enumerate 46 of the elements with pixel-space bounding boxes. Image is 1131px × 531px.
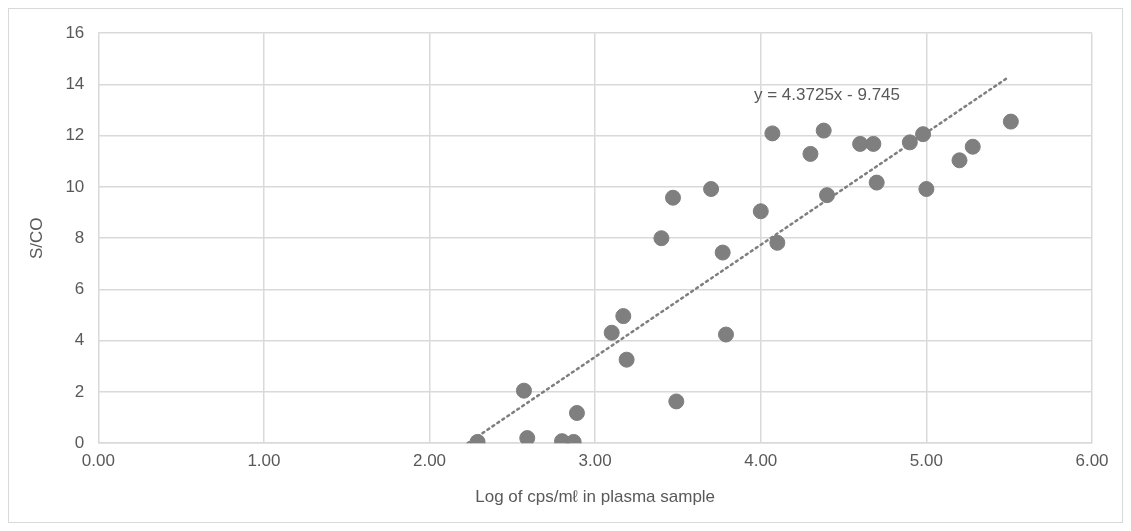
point (1002, 113, 1019, 130)
y-tick-label: 16 (65, 22, 85, 42)
x-axis-title: Log of cps/mℓ in plasma sample (475, 487, 716, 507)
y-tick-label: 10 (65, 176, 85, 196)
point (865, 135, 882, 152)
x-tick-label: 2.00 (412, 451, 447, 471)
point (664, 189, 681, 206)
y-tick-label: 14 (65, 74, 85, 94)
point (752, 203, 769, 220)
point (819, 187, 836, 204)
y-tick-label: 2 (74, 381, 85, 401)
annotation: y = 4.3725x - 9.745 (753, 84, 901, 104)
point (868, 174, 885, 191)
y-tick-label: 8 (74, 227, 85, 247)
point (918, 181, 935, 197)
point (901, 134, 918, 151)
x-tick-label: 6.00 (1075, 451, 1109, 471)
point (703, 181, 720, 197)
point (802, 145, 819, 162)
point (764, 125, 781, 142)
y-axis-title: S/CO (26, 217, 46, 259)
x-tick-label: 4.00 (744, 451, 778, 471)
point (951, 152, 968, 169)
y-tick-label: 6 (74, 279, 85, 299)
x-tick-label: 5.00 (909, 451, 943, 471)
point (653, 230, 670, 247)
point (618, 351, 635, 368)
point (769, 234, 786, 251)
point (964, 138, 981, 155)
point (515, 382, 532, 399)
y-tick-label: 4 (74, 330, 85, 350)
point (852, 135, 869, 152)
point (714, 244, 731, 261)
point (668, 393, 685, 410)
x-tick-label: 3.00 (578, 451, 612, 471)
point (519, 430, 536, 444)
point (717, 326, 734, 343)
y-tick-label: 12 (65, 125, 85, 145)
point (603, 324, 620, 341)
point (615, 308, 632, 325)
x-tick-label: 1.00 (247, 451, 281, 471)
y-tick-label: 0 (74, 432, 85, 452)
point (915, 126, 932, 143)
point (568, 404, 585, 421)
point (815, 122, 832, 139)
x-tick-label: 0.00 (81, 451, 115, 471)
